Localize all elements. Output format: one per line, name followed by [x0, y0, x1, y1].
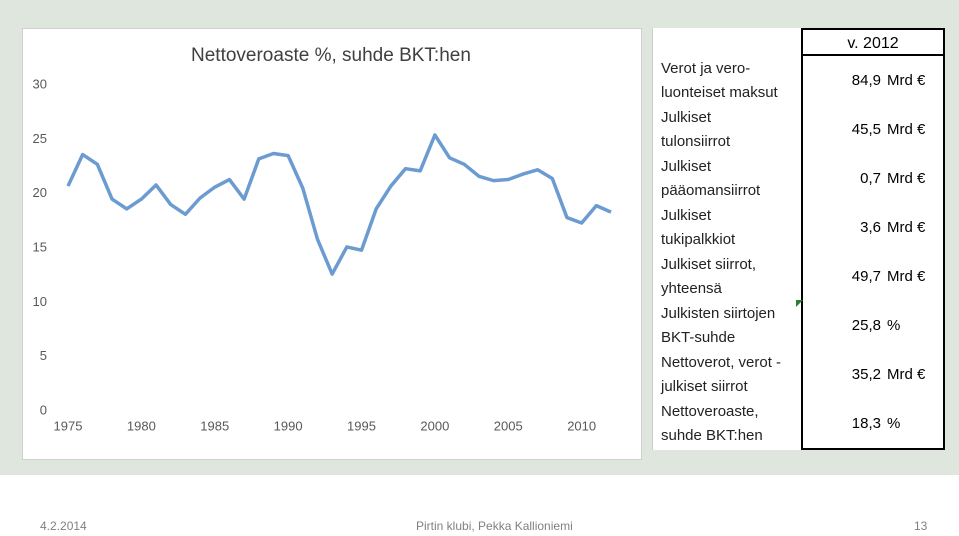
value: 45,5 — [851, 121, 881, 138]
row-label-line: pääomansiirrot — [661, 182, 761, 199]
row-label-line: Julkiset — [661, 158, 712, 175]
unit: Mrd € — [887, 170, 926, 187]
row-value: 45,5 Mrd € — [801, 105, 945, 154]
footer-center: Pirtin klubi, Pekka Kallioniemi — [416, 519, 573, 533]
table-border — [801, 448, 945, 450]
row-label: Julkiset siirrot, yhteensä — [661, 253, 801, 301]
y-tick-label: 10 — [33, 294, 47, 309]
value: 49,7 — [851, 268, 881, 285]
x-tick-label: 1985 — [200, 418, 229, 433]
row-label-line: Julkisten siirtojen — [661, 305, 776, 322]
table: v. 2012 Verot ja vero-luonteiset maksut 8… — [652, 28, 945, 450]
row-label-line: luonteiset maksut — [661, 84, 778, 101]
row-label-line: yhteensä — [661, 280, 722, 297]
unit: Mrd € — [887, 219, 926, 236]
row-label: Julkiset tukipalkkiot — [661, 204, 801, 252]
row-label: Nettoverot, verot - julkiset siirrot — [661, 351, 801, 399]
value: 0,7 — [860, 170, 881, 187]
row-label-line: Verot ja vero- — [661, 60, 751, 77]
x-tick-label: 1995 — [347, 418, 376, 433]
row-label-line: Julkiset — [661, 109, 712, 126]
y-tick-label: 20 — [33, 185, 47, 200]
unit: % — [887, 415, 901, 432]
row-label-line: Nettoverot, verot - — [661, 354, 782, 371]
row-label-line: BKT-suhde — [661, 329, 736, 346]
y-tick-label: 25 — [33, 131, 47, 146]
footer-page: 13 — [914, 519, 928, 533]
y-tick-label: 15 — [33, 239, 47, 254]
value: 18,3 — [851, 415, 881, 432]
marker — [796, 300, 803, 307]
row-value: 3,6 Mrd € — [801, 203, 945, 252]
unit: Mrd € — [887, 268, 926, 285]
line — [66, 133, 612, 276]
row-label: Nettoveroaste, suhde BKT:hen — [661, 400, 801, 448]
row-label-line: tulonsiirrot — [661, 133, 731, 150]
x-tick-label: 2000 — [420, 418, 449, 433]
x-tick-label: 1990 — [274, 418, 303, 433]
x-tick-label: 2010 — [567, 418, 596, 433]
row-label-line: suhde BKT:hen — [661, 427, 763, 444]
y-tick-label: 0 — [40, 402, 47, 417]
y-tick-label: 5 — [40, 348, 47, 363]
y-tick-label: 30 — [33, 76, 47, 91]
chart: Nettoveroaste %, suhde BKT:hen 0 5 10 15 20 2… — [22, 28, 642, 460]
value: 25,8 — [851, 317, 881, 334]
x-tick-label: 2005 — [494, 418, 523, 433]
table-header: v. 2012 — [801, 28, 945, 56]
chart-title: Nettoveroaste %, suhde BKT:hen — [191, 45, 471, 66]
footer-date: 4.2.2014 — [40, 519, 87, 533]
row-label: Julkiset tulonsiirrot — [661, 106, 801, 154]
unit: % — [887, 317, 901, 334]
row-value: 35,2 Mrd € — [801, 350, 945, 399]
value: 35,2 — [851, 366, 881, 383]
row-label: Julkiset pääomansiirrot — [661, 155, 801, 203]
row-label-line: julkiset siirrot — [661, 378, 748, 395]
value: 3,6 — [860, 219, 881, 236]
row-label: Julkisten siirtojen BKT-suhde — [661, 302, 801, 350]
row-value: 25,8% — [801, 301, 945, 350]
x-tick-label: 1980 — [127, 418, 156, 433]
row-label-line: Julkiset — [661, 207, 712, 224]
row-value: 84,9 Mrd € — [801, 56, 945, 105]
row-value: 18,3% — [801, 399, 945, 448]
unit: Mrd € — [887, 121, 926, 138]
unit: Mrd € — [887, 72, 926, 89]
x-tick-label: 1975 — [54, 418, 83, 433]
value: 84,9 — [851, 72, 881, 89]
unit: Mrd € — [887, 366, 926, 383]
row-value: 49,7 Mrd € — [801, 252, 945, 301]
row-label-line: Julkiset siirrot, — [661, 256, 757, 273]
row-label-line: tukipalkkiot — [661, 231, 736, 248]
row-label: Verot ja vero-luonteiset maksut — [661, 57, 801, 105]
row-value: 0,7 Mrd € — [801, 154, 945, 203]
row-label-line: Nettoveroaste, — [661, 403, 759, 420]
